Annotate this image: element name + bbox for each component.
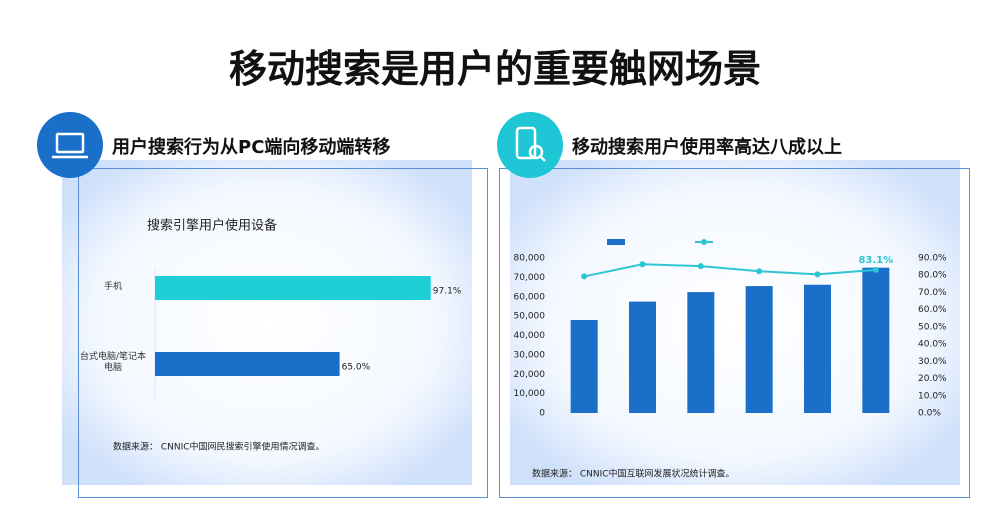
legend-marker — [701, 239, 707, 245]
line — [583, 263, 876, 278]
panel-title: 用户搜索行为从PC端向移动端转移 — [112, 137, 391, 158]
panel-title: 移动搜索用户使用率高达八成以上 — [572, 137, 842, 158]
y2-tick-label: 60.0% — [918, 305, 947, 315]
line-marker — [872, 266, 879, 273]
y-tick-label: 0 — [539, 409, 545, 419]
laptop-icon — [52, 132, 88, 159]
category-label: 手机 — [103, 282, 122, 292]
y2-tick-label: 20.0% — [918, 374, 947, 384]
source-note: 数据来源： CNNIC中国网民搜索引擎使用情况调查。 — [113, 441, 325, 453]
legend-swatch — [607, 239, 625, 245]
bar — [862, 267, 890, 413]
bar — [687, 292, 715, 413]
bar — [570, 320, 598, 413]
y2-tick-label: 80.0% — [918, 271, 947, 281]
slide-title: 移动搜索是用户的重要触网场景 — [228, 47, 761, 91]
y2-tick-label: 90.0% — [918, 254, 947, 264]
bar — [155, 276, 431, 300]
bar — [745, 286, 773, 413]
panel-frame — [78, 168, 488, 498]
y2-tick-label: 50.0% — [918, 322, 947, 332]
y2-tick-label: 70.0% — [918, 288, 947, 298]
source-note: 数据来源： CNNIC中国互联网发展状况统计调查。 — [532, 468, 735, 480]
y-tick-label: 30,000 — [514, 350, 546, 360]
category-label: 台式电脑/笔记本电脑 — [79, 352, 147, 373]
value-label: 97.1% — [433, 287, 462, 297]
phone-search-icon — [515, 126, 546, 162]
bar — [804, 284, 831, 413]
y-tick-label: 60,000 — [514, 292, 546, 302]
icon-circle — [37, 112, 103, 178]
y-tick-label: 50,000 — [514, 312, 546, 322]
y2-tick-label: 0.0% — [918, 409, 941, 419]
y-tick-label: 70,000 — [514, 273, 546, 283]
bar — [155, 352, 340, 376]
y-tick-label: 20,000 — [514, 370, 546, 380]
y-tick-label: 10,000 — [514, 389, 546, 399]
y2-tick-label: 40.0% — [918, 340, 947, 350]
y-tick-label: 40,000 — [514, 331, 546, 341]
line-marker — [756, 268, 763, 275]
icon-circle — [497, 112, 563, 178]
line-marker — [639, 261, 646, 268]
y2-tick-label: 30.0% — [918, 357, 947, 367]
bar — [629, 301, 656, 413]
line-marker — [814, 271, 821, 278]
y-tick-label: 80,000 — [514, 254, 546, 264]
line-marker — [581, 273, 588, 280]
panel-frame — [499, 168, 970, 498]
value-label: 65.0% — [342, 363, 371, 373]
line-marker — [697, 263, 704, 270]
y2-tick-label: 10.0% — [918, 391, 947, 401]
chart-title: 搜索引擎用户使用设备 — [147, 218, 277, 234]
panel-glow — [62, 160, 472, 485]
value-label: 83.1% — [858, 255, 893, 266]
